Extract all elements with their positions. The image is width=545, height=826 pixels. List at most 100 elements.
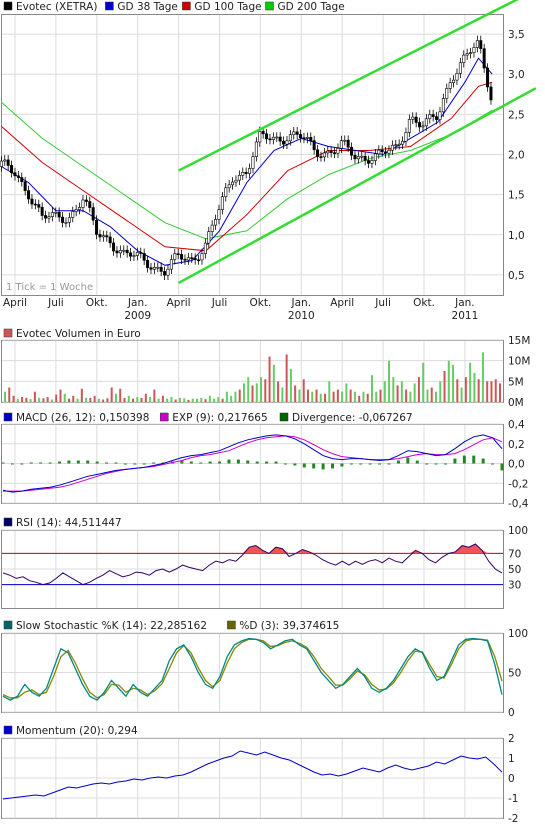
x-month-label: Juli [374,297,391,309]
volume-bar [29,399,32,402]
divergence-bar [359,463,363,465]
price-candle [462,54,466,63]
volume-bar [383,381,386,402]
volume-bar [272,364,275,402]
divergence-bar [10,463,14,465]
rsi-legend-label: RSI (14): 44,511447 [16,517,122,529]
price-candle [173,253,177,260]
price-candle [95,219,99,235]
volume-bar [285,354,288,402]
divergence-bar [67,460,71,464]
volume-bar [315,389,318,402]
price-legend-swatch [265,1,274,11]
divergence-bar [86,460,90,464]
volume-bar [319,393,322,402]
volume-bar [93,395,96,402]
price-candle [190,257,194,260]
volume-bar [251,385,254,402]
price-candle [197,259,201,262]
price-candle [0,160,3,167]
price-candle [322,152,326,158]
price-legend-label: GD 200 Tage [278,1,345,13]
price-candle [166,268,170,276]
x-month-label: Okt. [86,297,108,309]
volume-bar [268,356,271,402]
price-candle [248,168,252,174]
price-candle [112,242,116,252]
volume-bar [208,395,211,402]
rsi-overbought-area [3,544,502,554]
divergence-bar [425,463,429,465]
volume-bar [123,397,126,402]
volume-bar [191,398,194,402]
volume-ytick-label: 5M [508,376,524,388]
price-candle [227,184,231,189]
macd-legend-label: EXP (9): 0,217665 [172,412,267,424]
volume-bar [481,352,484,402]
price-candle [57,211,61,218]
volume-bar [490,381,493,402]
price-candle [475,40,479,48]
price-candle [465,53,469,56]
volume-bar [238,389,241,402]
divergence-bar [434,463,438,465]
divergence-bar [105,462,109,464]
price-candle [431,114,435,117]
divergence-bar [368,463,372,465]
price-candle [180,254,184,260]
price-candle [30,198,34,205]
price-candle [244,171,248,174]
volume-bar [187,399,190,402]
volume-bar [153,389,156,402]
lower-trendline [178,87,537,285]
volume-bar [247,377,250,402]
price-candle [176,253,180,255]
x-month-label: April [330,297,354,309]
x-month-label: Juli [211,297,228,309]
volume-ytick-label: 0M [508,397,524,409]
volume-bar [464,377,467,402]
volume-bar [370,375,373,402]
price-candle [135,252,139,256]
price-candle [333,152,337,154]
price-candle [343,139,347,142]
volume-bar [136,397,139,402]
divergence-bar [349,463,353,465]
volume-bar [204,399,207,402]
rsi-ytick-label: 70 [508,548,521,560]
volume-bar [324,393,327,402]
price-candle [489,86,493,101]
divergence-bar [246,460,250,464]
price-candle [159,266,163,272]
volume-bar [230,395,233,402]
price-candle [387,149,391,154]
volume-bar [42,398,45,402]
divergence-bar [331,463,335,469]
macd-ytick-label: 0,4 [508,419,525,431]
exp-line [3,435,503,492]
volume-bar [494,379,497,402]
divergence-bar [57,461,61,464]
volume-bar [452,364,455,402]
momentum-line [2,750,503,800]
price-candle [390,144,394,151]
price-candle [47,216,51,219]
volume-bar [311,391,314,402]
rsi-line [2,543,503,586]
stoch-k-line [2,637,503,701]
divergence-bar [208,461,212,464]
price-ytick-label: 2,5 [508,109,525,121]
price-candle [435,116,439,120]
volume-bar [132,398,135,402]
price-candle [360,155,364,158]
price-candle [268,138,272,141]
volume-bar [68,398,71,402]
volume-bar [362,391,365,402]
price-candle [377,149,381,155]
price-candle [122,249,126,252]
price-candle [203,242,207,255]
price-candle [101,235,105,238]
divergence-bar [500,463,504,471]
price-candle [91,207,95,221]
price-candle [220,196,224,210]
